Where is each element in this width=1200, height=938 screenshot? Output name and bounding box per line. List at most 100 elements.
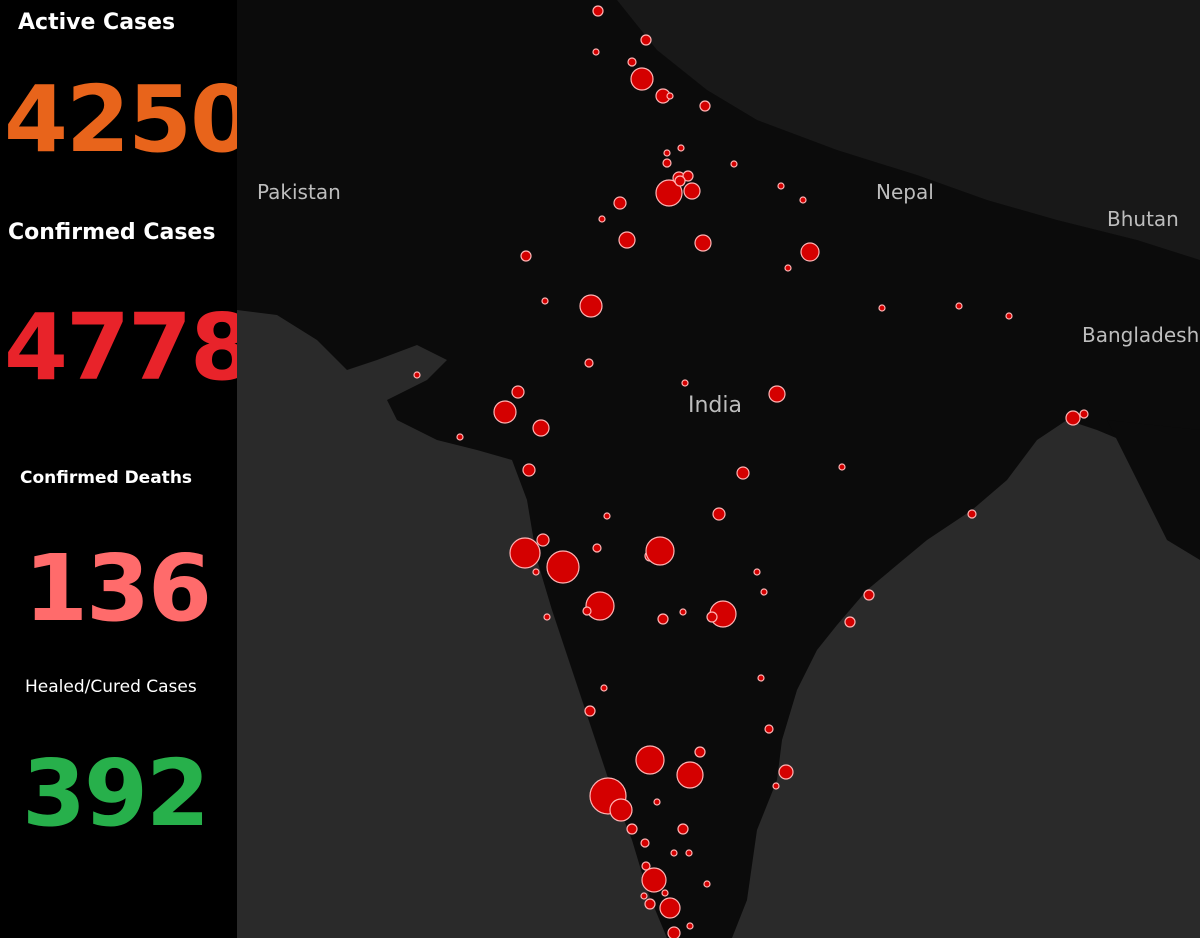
case-bubble bbox=[757, 674, 765, 682]
case-bubble bbox=[456, 433, 464, 441]
case-bubble bbox=[712, 507, 726, 521]
case-bubble bbox=[777, 182, 785, 190]
case-bubble bbox=[662, 158, 672, 168]
case-bubble bbox=[627, 57, 637, 67]
case-bubble bbox=[609, 798, 633, 822]
case-bubble bbox=[694, 746, 706, 758]
case-bubble bbox=[598, 215, 606, 223]
case-bubble bbox=[600, 684, 608, 692]
case-bubble bbox=[618, 231, 636, 249]
case-bubble bbox=[657, 613, 669, 625]
case-bubble bbox=[582, 606, 592, 616]
case-bubble bbox=[592, 543, 602, 553]
case-bubble bbox=[1005, 312, 1013, 320]
case-bubble bbox=[667, 926, 681, 938]
case-bubble bbox=[543, 613, 551, 621]
case-bubble bbox=[520, 250, 532, 262]
country-label: Bangladesh bbox=[1082, 323, 1199, 347]
deaths-label: Confirmed Deaths bbox=[20, 468, 193, 488]
case-bubble bbox=[760, 588, 768, 596]
case-bubble bbox=[677, 144, 685, 152]
case-bubble bbox=[413, 371, 421, 379]
case-bubble bbox=[663, 149, 671, 157]
case-bubble bbox=[640, 838, 650, 848]
country-label: Bhutan bbox=[1107, 207, 1179, 231]
case-bubble bbox=[1065, 410, 1081, 426]
case-bubble bbox=[778, 764, 794, 780]
confirmed-label: Confirmed Cases bbox=[8, 220, 216, 245]
case-bubble bbox=[653, 798, 661, 806]
case-bubble bbox=[677, 823, 689, 835]
case-bubble bbox=[676, 761, 704, 789]
case-bubble bbox=[592, 48, 600, 56]
case-bubble bbox=[955, 302, 963, 310]
case-bubble bbox=[863, 589, 875, 601]
case-bubble bbox=[536, 533, 550, 547]
case-bubble bbox=[679, 608, 687, 616]
case-bubble bbox=[655, 179, 683, 207]
country-label: Nepal bbox=[876, 180, 934, 204]
active-label: Active Cases bbox=[18, 10, 176, 35]
stats-panel: Active Cases 4250 Confirmed Cases 4778 C… bbox=[0, 0, 254, 938]
case-bubble bbox=[626, 823, 638, 835]
case-bubble bbox=[493, 400, 517, 424]
case-bubble bbox=[546, 550, 580, 584]
healed-value: 392 bbox=[22, 740, 210, 847]
case-bubble bbox=[641, 867, 667, 893]
case-bubble bbox=[1079, 409, 1089, 419]
case-bubble bbox=[685, 849, 693, 857]
case-bubble bbox=[640, 34, 652, 46]
case-bubble bbox=[753, 568, 761, 576]
case-bubble bbox=[838, 463, 846, 471]
case-bubble bbox=[532, 419, 550, 437]
country-label: India bbox=[688, 393, 742, 418]
case-bubble bbox=[686, 922, 694, 930]
case-bubble bbox=[661, 889, 669, 897]
case-bubble bbox=[694, 234, 712, 252]
case-bubble bbox=[799, 196, 807, 204]
case-bubble bbox=[630, 67, 654, 91]
case-bubble bbox=[768, 385, 786, 403]
healed-label: Healed/Cured Cases bbox=[25, 677, 197, 697]
case-bubble bbox=[772, 782, 780, 790]
case-bubble bbox=[703, 880, 711, 888]
case-bubble bbox=[640, 892, 648, 900]
case-bubble bbox=[532, 568, 540, 576]
case-bubble bbox=[635, 745, 665, 775]
case-bubble bbox=[683, 182, 701, 200]
case-bubble bbox=[641, 861, 651, 871]
map: Pakistan Nepal Bhutan Bangladesh India bbox=[237, 0, 1200, 938]
confirmed-value: 4778 bbox=[4, 294, 254, 401]
case-bubbles bbox=[413, 5, 1089, 938]
case-bubble bbox=[682, 170, 694, 182]
case-bubble bbox=[511, 385, 525, 399]
case-bubble bbox=[584, 705, 596, 717]
case-bubble bbox=[736, 466, 750, 480]
case-bubble bbox=[784, 264, 792, 272]
case-bubble bbox=[666, 92, 674, 100]
case-bubble bbox=[603, 512, 611, 520]
case-bubble bbox=[878, 304, 886, 312]
case-bubble bbox=[699, 100, 711, 112]
active-value: 4250 bbox=[4, 66, 254, 173]
case-bubble bbox=[584, 358, 594, 368]
case-bubble bbox=[585, 591, 615, 621]
case-bubble bbox=[764, 724, 774, 734]
case-bubble bbox=[522, 463, 536, 477]
land bbox=[237, 0, 1200, 938]
case-bubble bbox=[541, 297, 549, 305]
land-east bbox=[1107, 420, 1200, 560]
case-bubble bbox=[613, 196, 627, 210]
case-bubble bbox=[659, 897, 681, 919]
case-bubble bbox=[592, 5, 604, 17]
case-bubble bbox=[509, 537, 541, 569]
case-bubble bbox=[644, 898, 656, 910]
deaths-value: 136 bbox=[24, 535, 212, 642]
case-bubble bbox=[674, 175, 686, 187]
case-bubble bbox=[670, 849, 678, 857]
himalaya bbox=[617, 0, 1200, 260]
case-bubble bbox=[706, 611, 718, 623]
case-bubble bbox=[800, 242, 820, 262]
case-bubble bbox=[844, 616, 856, 628]
